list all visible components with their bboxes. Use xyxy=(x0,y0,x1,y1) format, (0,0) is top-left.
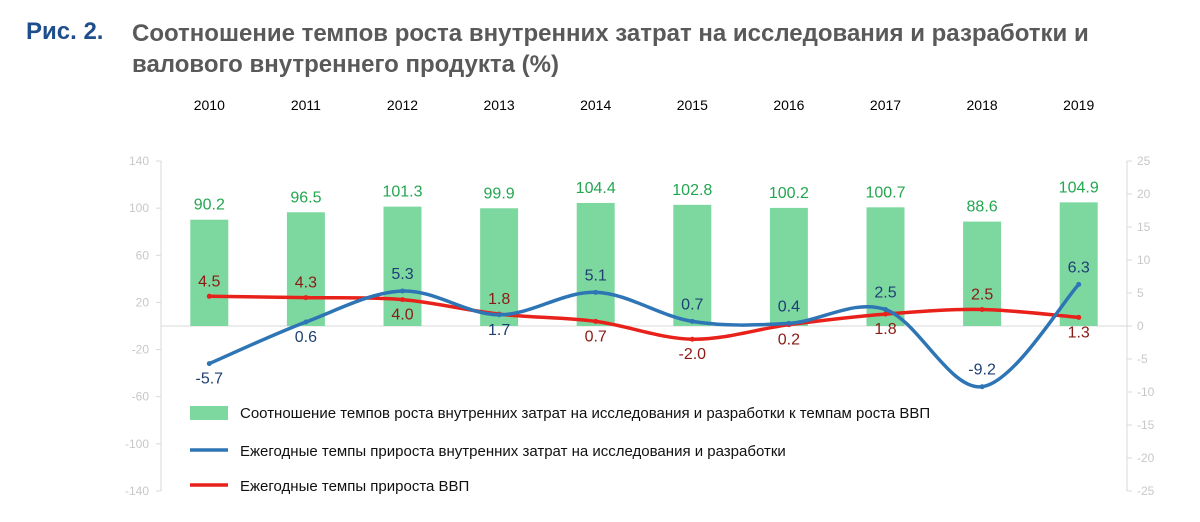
gdp-value-label: 1.3 xyxy=(1068,324,1090,341)
rd-value-label: 0.7 xyxy=(681,296,703,313)
gdp-point xyxy=(206,293,212,299)
left-tick-label: -20 xyxy=(132,343,150,357)
right-tick-label: -10 xyxy=(1137,385,1155,399)
year-label: 2011 xyxy=(291,97,321,113)
gdp-point xyxy=(1076,314,1082,320)
right-tick-label: -20 xyxy=(1137,451,1155,465)
figure-label: Рис. 2. xyxy=(26,18,104,45)
ratio-bars xyxy=(190,202,1098,326)
ratio-value-label: 101.3 xyxy=(382,184,422,201)
rd-value-label: 0.6 xyxy=(295,329,317,346)
ratio-value-label: 102.8 xyxy=(672,182,712,199)
right-tick-label: -5 xyxy=(1137,352,1148,366)
legend-label-gdp: Ежегодные темпы прироста ВВП xyxy=(240,478,469,495)
rd-value-label: -9.2 xyxy=(968,362,996,379)
year-label: 2010 xyxy=(194,97,225,113)
ratio-bar xyxy=(576,202,615,326)
rd-point xyxy=(303,319,309,325)
ratio-value-label: 104.9 xyxy=(1059,179,1099,196)
gdp-value-label: 4.3 xyxy=(295,275,317,292)
gdp-point xyxy=(400,297,405,303)
year-label: 2012 xyxy=(387,97,418,113)
rd-value-label: 6.3 xyxy=(1068,259,1090,276)
gdp-value-label: 1.8 xyxy=(874,321,896,338)
left-tick-label: 140 xyxy=(129,154,149,168)
year-label: 2018 xyxy=(967,97,998,113)
ratio-value-label: 90.2 xyxy=(194,197,225,214)
ratio-bar xyxy=(190,219,229,326)
rd-value-label: 5.3 xyxy=(391,266,413,283)
gdp-value-label: 0.2 xyxy=(778,332,800,349)
rd-point xyxy=(1076,281,1082,287)
ratio-value-label: 88.6 xyxy=(967,199,998,216)
gdp-point xyxy=(883,311,888,317)
right-tick-label: -15 xyxy=(1137,418,1155,432)
ratio-value-label: 104.4 xyxy=(576,180,616,197)
right-tick-label: 0 xyxy=(1137,319,1144,333)
left-tick-label: 60 xyxy=(136,248,150,262)
left-tick-label: -140 xyxy=(125,484,149,498)
gdp-growth-line xyxy=(207,294,1081,341)
gdp-value-label: 2.5 xyxy=(971,287,993,304)
ratio-bar xyxy=(769,207,808,326)
left-tick-label: -100 xyxy=(125,437,149,451)
year-label: 2017 xyxy=(870,97,901,113)
right-tick-label: -25 xyxy=(1137,484,1155,498)
rd-point xyxy=(206,361,212,367)
figure-title: Соотношение темпов роста внутренних затр… xyxy=(132,20,1089,78)
ratio-value-label: 99.9 xyxy=(484,185,515,202)
gdp-value-label: 0.7 xyxy=(585,328,607,345)
left-tick-label: -60 xyxy=(132,390,150,404)
year-label: 2013 xyxy=(484,97,515,113)
legend-label-ratio: Соотношение темпов роста внутренних затр… xyxy=(240,405,930,422)
rd-point xyxy=(786,320,792,326)
data-labels: 90.2 96.5 101.3 99.9 104.4 102.8 100.2 100.7 88.… xyxy=(194,179,1099,387)
year-label: 2015 xyxy=(677,97,708,113)
rd-point xyxy=(883,307,888,312)
gdp-value-label: -2.0 xyxy=(679,346,707,363)
ratio-value-label: 100.7 xyxy=(865,184,905,201)
rd-point xyxy=(593,289,599,295)
rd-value-label: 2.5 xyxy=(874,285,896,302)
ratio-value-label: 100.2 xyxy=(769,185,809,202)
axes: 1401006020-20-60-100-1402520151050-5-10-… xyxy=(125,97,1155,498)
year-label: 2014 xyxy=(580,97,611,113)
ratio-bar xyxy=(480,208,519,326)
right-tick-label: 15 xyxy=(1137,220,1151,234)
rd-point xyxy=(689,318,695,324)
year-label: 2016 xyxy=(773,97,804,113)
ratio-bar xyxy=(673,204,712,326)
rd-point xyxy=(496,312,502,318)
gdp-value-label: 4.5 xyxy=(198,273,220,290)
right-tick-label: 5 xyxy=(1137,286,1144,300)
rd-point xyxy=(979,384,985,390)
gdp-value-label: 4.0 xyxy=(391,307,413,324)
legend-label-rd: Ежегодные темпы прироста внутренних затр… xyxy=(240,443,786,460)
right-tick-label: 20 xyxy=(1137,187,1151,201)
right-tick-label: 10 xyxy=(1137,253,1151,267)
rd-growth-line xyxy=(207,282,1081,389)
growth-lines xyxy=(206,281,1082,390)
gdp-point xyxy=(979,307,985,312)
ratio-bar xyxy=(1059,202,1098,326)
rd-value-label: -5.7 xyxy=(196,371,224,388)
legend: Соотношение темпов роста внутренних затр… xyxy=(190,405,930,495)
left-tick-label: 20 xyxy=(136,295,150,309)
gdp-point xyxy=(303,295,309,301)
rd-value-label: 1.7 xyxy=(488,322,510,339)
rd-value-label: 0.4 xyxy=(778,298,800,315)
right-tick-label: 25 xyxy=(1137,154,1151,168)
legend-swatch-ratio xyxy=(190,406,228,420)
ratio-bar xyxy=(286,212,325,326)
ratio-value-label: 96.5 xyxy=(290,189,321,206)
gdp-point xyxy=(689,336,695,342)
gdp-value-label: 1.8 xyxy=(488,291,510,308)
rd-point xyxy=(400,288,405,294)
year-label: 2019 xyxy=(1063,97,1094,113)
rd-value-label: 5.1 xyxy=(585,267,607,284)
gdp-point xyxy=(593,318,599,324)
left-tick-label: 100 xyxy=(129,201,149,215)
ratio-bar xyxy=(383,206,422,326)
